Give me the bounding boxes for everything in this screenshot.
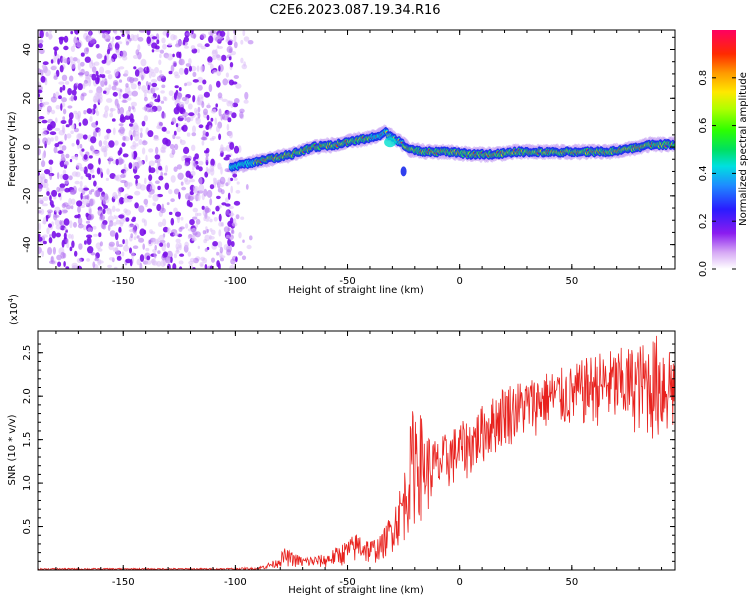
colorbar-tick-label: 0.6: [698, 118, 709, 134]
colorbar-tick-label: 0.2: [698, 213, 709, 229]
snr-ytick-label: 1.5: [22, 432, 33, 448]
colorbar-tick-label: 0.0: [698, 261, 709, 277]
spectrogram-xtick-label: -50: [339, 276, 355, 287]
noise-speckles: [38, 30, 254, 269]
spectrogram-panel: -150 -100 -50 0 50 -40 -20 0 20 40 Height of stra…: [7, 29, 676, 296]
snr-xtick-label: 0: [456, 577, 462, 588]
snr-frame: [37, 330, 676, 571]
snr-series-line: [38, 335, 675, 570]
chart-title: C2E6.2023.087.19.34.R16: [269, 3, 440, 18]
spectrogram-ytick-label: -20: [22, 188, 33, 204]
snr-xtick-label: -100: [224, 577, 247, 588]
spectrogram-ytick-label: 40: [22, 43, 33, 56]
snr-xtick-label: -150: [112, 577, 135, 588]
snr-ytick-label: 1.0: [22, 475, 33, 491]
snr-xlabel: Height of straight line (km): [288, 585, 424, 596]
snr-ytick-label: 2.5: [22, 345, 33, 361]
spectrogram-ylabel: Frequency (Hz): [7, 111, 18, 187]
spectrogram-xtick-label: -100: [224, 276, 247, 287]
spectrogram-xtick-label: 50: [565, 276, 578, 287]
colorbar: 0.0 0.2 0.4 0.6 0.8 Normalized spectral ampl…: [698, 30, 749, 277]
spectrogram-ytick-label: 0: [22, 144, 33, 150]
spectrogram-frame: [37, 29, 676, 270]
spectrogram-ytick-label: -40: [22, 236, 33, 252]
colorbar-tick-label: 0.8: [698, 70, 709, 86]
spectrogram-xtick-label: 0: [456, 276, 462, 287]
spectrogram-xlabel: Height of straight line (km): [288, 285, 424, 296]
spectrogram-ytick-label: 20: [22, 92, 33, 105]
snr-ylabel: SNR (10 * v/v): [7, 414, 18, 485]
colorbar-tick-label: 0.4: [698, 165, 709, 181]
snr-xtick-label: 50: [565, 577, 578, 588]
snr-ytick-label: 2.0: [22, 388, 33, 404]
spectrogram-xtick-label: -150: [112, 276, 135, 287]
colorbar-scale: [712, 30, 736, 269]
colorbar-label: Normalized spectral amplitude: [738, 72, 749, 226]
signal-trace: [228, 124, 675, 177]
snr-panel: -150 -100 -50 0 50 0.5 1.0 1.5 2.0 2.5 Height of …: [7, 294, 676, 596]
snr-ytick-label: 0.5: [22, 519, 33, 535]
snr-scale-label: (x104): [7, 294, 20, 325]
snr-xtick-label: -50: [339, 577, 355, 588]
